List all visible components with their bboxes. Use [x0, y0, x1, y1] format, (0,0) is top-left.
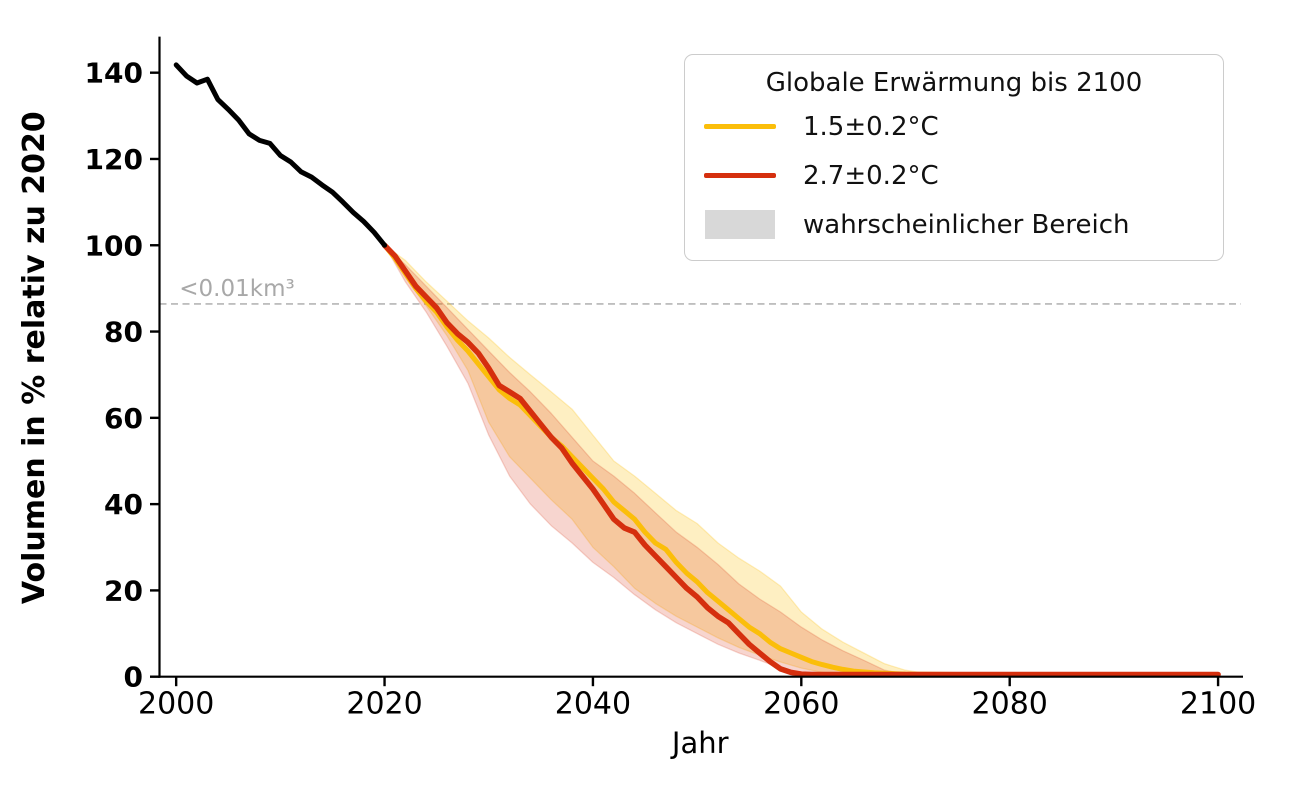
legend-label-likely-range: wahrscheinlicher Bereich: [803, 209, 1130, 240]
y-tick-label: 40: [104, 488, 143, 521]
y-tick-label: 20: [104, 574, 143, 607]
legend-entry-likely-range: wahrscheinlicher Bereich: [685, 200, 1223, 249]
y-tick-label: 120: [85, 143, 143, 176]
x-tick-label: 2060: [763, 687, 839, 722]
legend-entry-2p7: 2.7±0.2°C: [685, 151, 1223, 200]
legend-swatch-cell: [697, 210, 783, 239]
legend-entry-1p5: 1.5±0.2°C: [685, 102, 1223, 151]
line-warming-1p5: [382, 242, 1221, 677]
x-tick-label: 2000: [138, 687, 214, 722]
legend-line-swatch-1p5: [704, 124, 776, 129]
legend-title: Globale Erwärmung bis 2100: [765, 68, 1143, 98]
x-axis-title: Jahr: [670, 726, 729, 760]
y-tick-label: 140: [85, 57, 143, 90]
y-tick-label: 100: [85, 229, 143, 262]
legend-patch-swatch-likely-range: [705, 210, 775, 239]
line-warming-2p7: [381, 242, 1221, 678]
x-tick-label: 2080: [972, 687, 1048, 722]
y-axis-title: Volumen in % relativ zu 2020: [17, 111, 52, 604]
legend-label-2p7: 2.7±0.2°C: [803, 160, 939, 191]
y-tick-label: 0: [124, 661, 143, 694]
legend-label-1p5: 1.5±0.2°C: [803, 111, 939, 142]
legend-line-swatch-2p7: [704, 173, 776, 178]
band-warming-2p7: [383, 244, 948, 677]
threshold-label: <0.01km³: [179, 276, 294, 302]
y-tick-label: 80: [104, 316, 143, 349]
x-tick-label: 2100: [1180, 687, 1256, 722]
legend-swatch-cell: [697, 124, 783, 129]
line-historical: [173, 62, 388, 248]
legend-box: Globale Erwärmung bis 2100 1.5±0.2°C 2.7…: [684, 54, 1224, 261]
y-tick-label: 60: [104, 402, 143, 435]
x-tick-label: 2020: [346, 687, 422, 722]
x-tick-label: 2040: [555, 687, 631, 722]
legend-swatch-cell: [697, 173, 783, 178]
